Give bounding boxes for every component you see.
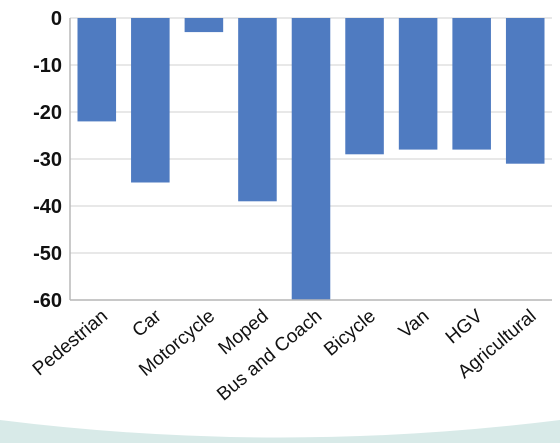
y-tick-label-2: -20 bbox=[33, 102, 62, 124]
bar-agricultural bbox=[505, 18, 545, 164]
bars bbox=[77, 18, 545, 300]
y-tick-label-1: -10 bbox=[33, 55, 62, 77]
bar-motorcycle bbox=[184, 18, 224, 33]
y-tick-label-3: -30 bbox=[33, 149, 62, 171]
bar-hgv bbox=[452, 18, 491, 150]
y-tick-label-5: -50 bbox=[33, 243, 62, 265]
y-tick-label-6: -60 bbox=[33, 290, 62, 312]
bar-car bbox=[131, 18, 170, 183]
bar-van bbox=[398, 18, 438, 150]
bar-bus-and-coach bbox=[291, 18, 331, 300]
y-tick-labels: 0 -10 -20 -30 -40 -50 -60 bbox=[33, 8, 62, 312]
y-tick-label-4: -40 bbox=[33, 196, 62, 218]
bar-pedestrian bbox=[77, 18, 117, 122]
y-tick-label-0: 0 bbox=[51, 8, 62, 30]
axes bbox=[69, 18, 552, 301]
bottom-accent bbox=[0, 420, 560, 443]
bar-bicycle bbox=[345, 18, 384, 155]
bar-moped bbox=[238, 18, 277, 202]
